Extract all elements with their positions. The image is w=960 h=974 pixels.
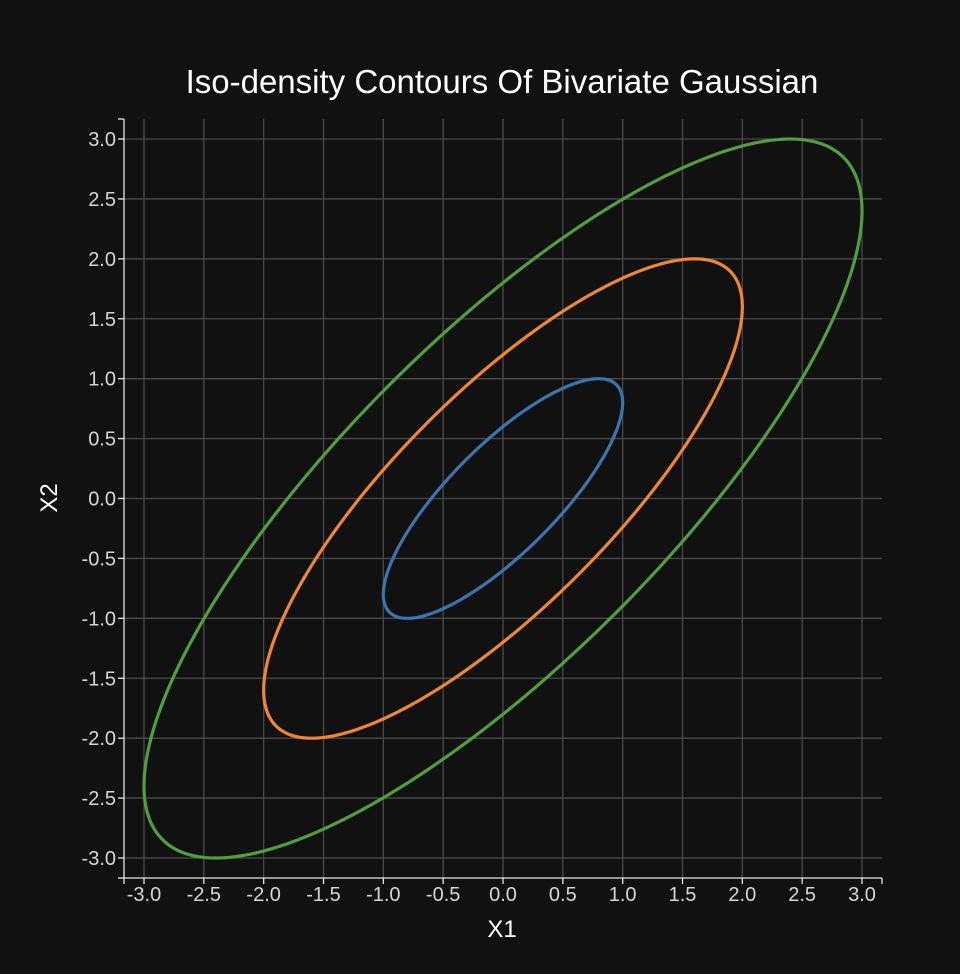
x-tick-label: -1.5 [306,884,340,906]
y-tick-label: -2.0 [82,728,116,750]
chart-title: Iso-density Contours Of Bivariate Gaussi… [186,63,819,100]
y-tick-label: 1.5 [88,309,116,331]
x-tick-label: 0.0 [489,884,517,906]
y-tick-label: 2.5 [88,189,116,211]
y-tick-label: -1.0 [82,608,116,630]
contour-level-1 [381,377,625,620]
x-tick-label: 3.0 [848,884,876,906]
y-tick-label: -2.5 [82,788,116,810]
axes [118,118,883,884]
x-tick-label: -2.5 [187,884,221,906]
y-tick-label: 0.0 [88,489,116,511]
y-tick-label: -1.5 [82,668,116,690]
x-tick-label: 1.0 [609,884,637,906]
y-tick-label: -0.5 [82,548,116,570]
y-tick-label: -3.0 [82,848,116,870]
x-tick-label: 2.5 [788,884,816,906]
grid [124,119,882,878]
y-tick-label: 0.5 [88,429,116,451]
x-tick-label: 2.0 [728,884,756,906]
x-tick-label: -3.0 [127,884,161,906]
y-axis-label: X2 [36,483,63,512]
x-tick-label: -2.0 [246,884,280,906]
x-tick-label: 1.5 [669,884,697,906]
contour-series [142,137,864,860]
x-tick-label: -0.5 [426,884,460,906]
x-tick-label: -1.0 [366,884,400,906]
contour-level-3 [142,137,864,860]
y-tick-label: 2.0 [88,249,116,271]
contour-level-2 [262,257,744,740]
tick-labels: -3.0 -2.5 -2.0 -1.5 -1.0 -0.5 0.0 0.5 1.0 1.5 2.0 2… [82,129,876,906]
x-tick-label: 0.5 [549,884,577,906]
x-axis-label: X1 [487,916,516,943]
y-tick-label: 1.0 [88,369,116,391]
y-tick-label: 3.0 [88,129,116,151]
